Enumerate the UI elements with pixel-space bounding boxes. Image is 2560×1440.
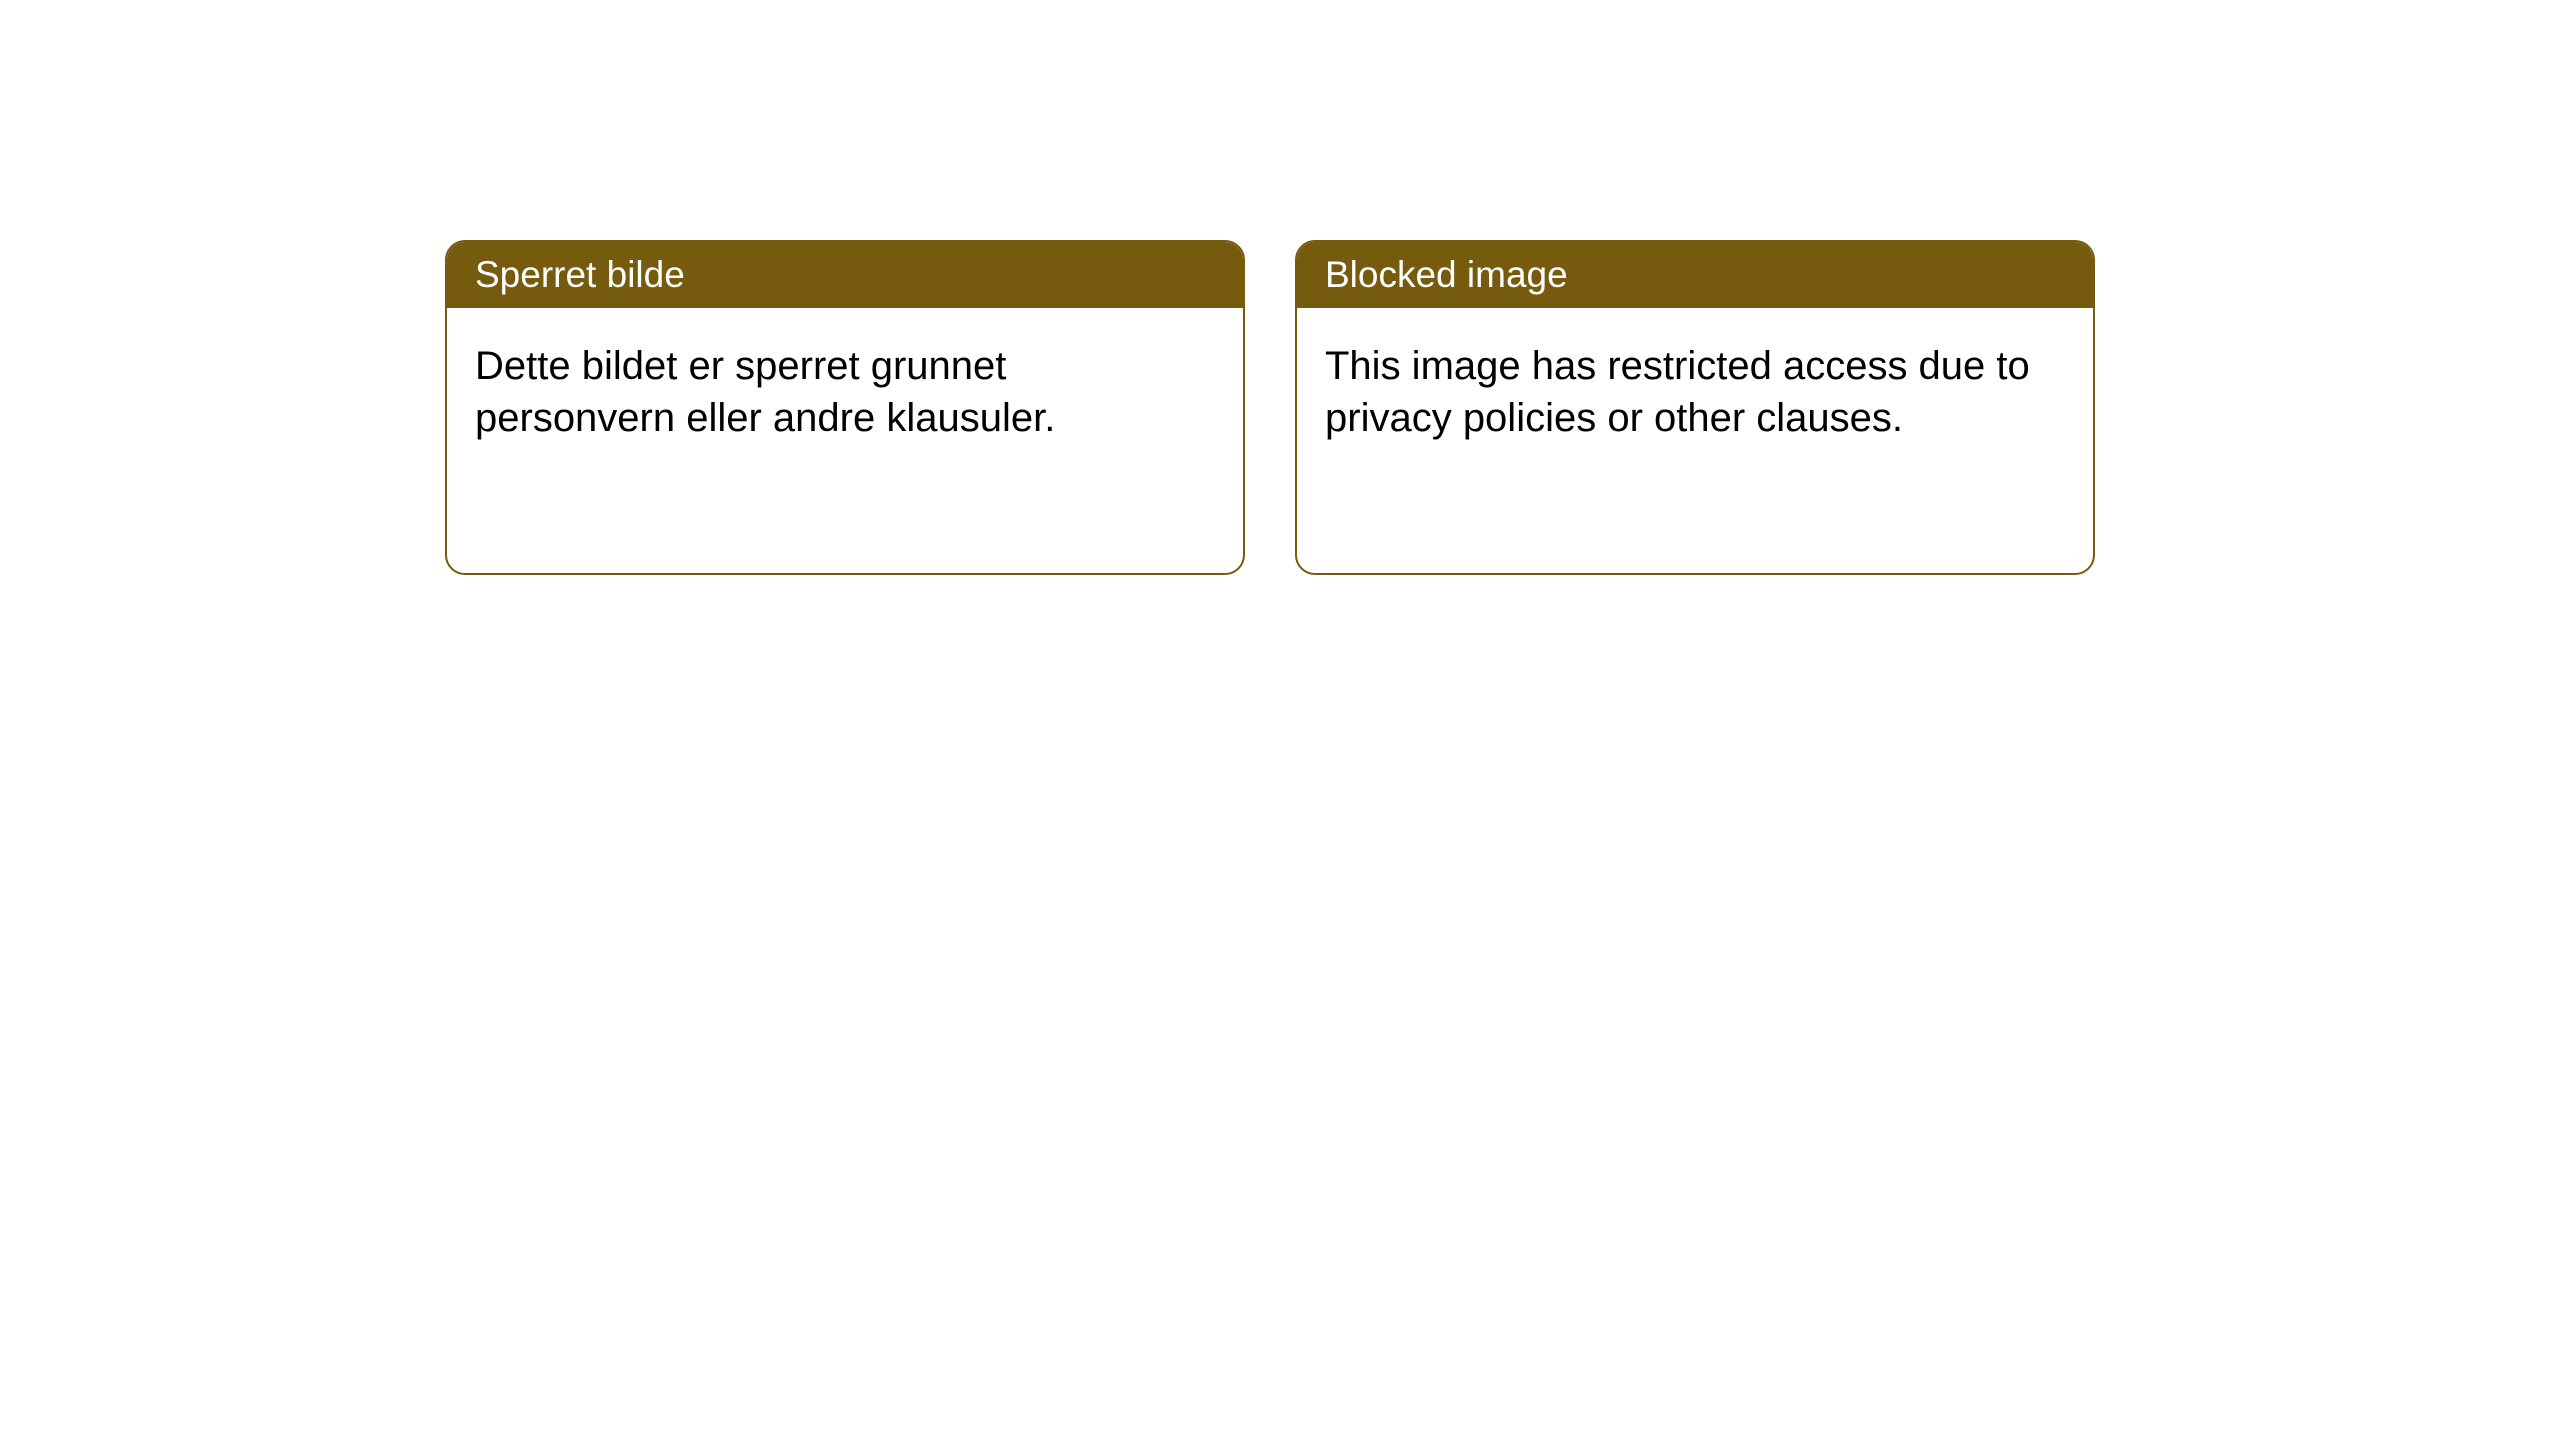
card-body-text: This image has restricted access due to … [1325, 344, 2030, 440]
notice-card-norwegian: Sperret bilde Dette bildet er sperret gr… [445, 240, 1245, 575]
card-body: Dette bildet er sperret grunnet personve… [447, 308, 1243, 476]
cards-container: Sperret bilde Dette bildet er sperret gr… [0, 0, 2560, 575]
card-body: This image has restricted access due to … [1297, 308, 2093, 476]
card-body-text: Dette bildet er sperret grunnet personve… [475, 344, 1055, 440]
card-title: Blocked image [1325, 254, 1568, 295]
card-title: Sperret bilde [475, 254, 685, 295]
card-header: Blocked image [1297, 242, 2093, 308]
card-header: Sperret bilde [447, 242, 1243, 308]
notice-card-english: Blocked image This image has restricted … [1295, 240, 2095, 575]
